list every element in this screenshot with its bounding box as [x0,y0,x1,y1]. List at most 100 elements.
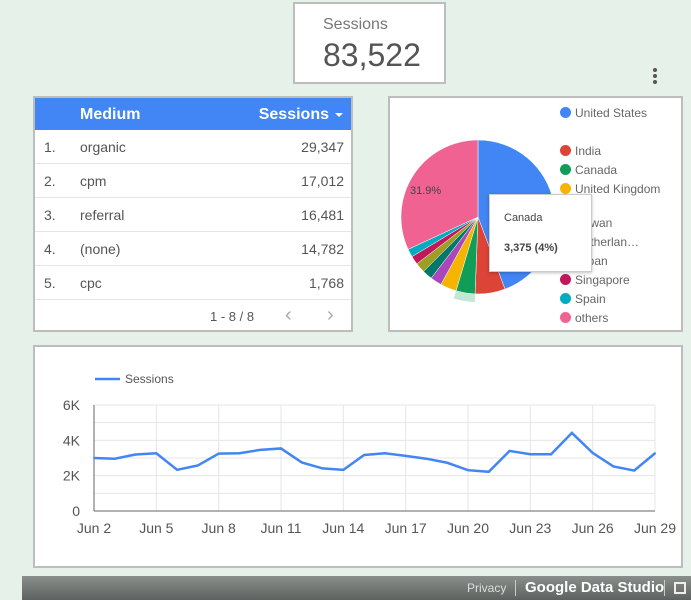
row-medium: referral [80,207,125,223]
data-point[interactable] [93,457,95,459]
row-sessions: 16,481 [301,207,344,223]
data-point[interactable] [383,452,386,455]
data-point[interactable] [654,452,656,455]
sort-desc-icon[interactable] [335,113,343,117]
tooltip-name: Canada [504,212,543,224]
row-number: 5. [44,275,56,291]
x-tick-label: Jun 29 [634,520,676,536]
data-point[interactable] [321,467,324,470]
data-point[interactable] [155,452,158,455]
more-options-icon[interactable] [650,68,660,88]
data-point[interactable] [176,468,179,471]
row-number: 3. [44,207,56,223]
row-sessions: 1,768 [308,275,344,291]
data-point[interactable] [612,465,615,468]
legend-dot-icon [560,274,571,285]
y-tick-label: 0 [72,503,80,519]
row-medium: cpm [80,173,107,189]
table-row[interactable]: 4. (none) 14,782 [35,232,351,266]
legend-item[interactable]: Singapore [560,273,665,288]
x-tick-label: Jun 17 [385,520,427,536]
data-point[interactable] [134,453,137,456]
privacy-link[interactable]: Privacy [467,581,507,595]
table-row[interactable]: 3. referral 16,481 [35,198,351,232]
row-number: 4. [44,241,56,257]
medium-table: Medium Sessions 1. organic 29,347 2. cpm 17,0… [33,96,353,332]
divider [515,580,516,596]
data-point[interactable] [446,461,449,464]
legend-item[interactable]: India [560,144,665,159]
legend-label: Sessions [125,372,174,386]
line-svg: Jun 2 Jun 5 Jun 8 Jun 11 Jun 14 Jun 17 Jun 20 J… [63,372,676,536]
pie-tooltip: Canada 3,375 (4%) [489,194,592,272]
x-tick-label: Jun 2 [77,520,111,536]
table-row[interactable]: 1. organic 29,347 [35,130,351,164]
row-sessions: 29,347 [301,139,344,155]
x-tick-label: Jun 23 [509,520,551,536]
x-tick-label: Jun 5 [139,520,173,536]
legend-dot-icon [560,164,571,175]
column-header-sessions[interactable]: Sessions [258,106,329,123]
data-point[interactable] [196,464,199,467]
pagination-label: 1 - 8 / 8 [210,309,255,324]
y-tick-label: 4K [63,432,81,448]
column-header-medium[interactable]: Medium [80,106,141,123]
legend-label: India [575,144,602,158]
legend-item[interactable]: others [560,311,665,326]
y-tick-label: 2K [63,468,81,484]
scorecard-value: 83,522 [323,37,421,73]
legend-label: United States [575,106,648,120]
brand-logo[interactable]: Google Data Studio [525,579,665,596]
data-point[interactable] [529,453,532,456]
y-tick-label: 6K [63,397,81,413]
row-number: 2. [44,173,56,189]
prev-page-icon[interactable]: ‹ [285,304,292,326]
legend-dot-icon [560,183,571,194]
legend-label: Singapore [575,273,630,287]
country-pie-chart: 31.9% United States India Canada United Kin… [388,96,683,332]
legend-item[interactable]: United Kingdom [560,182,665,197]
data-point[interactable] [487,470,490,473]
fullscreen-icon[interactable] [674,582,686,594]
scorecard-label: Sessions [323,16,388,33]
data-point[interactable] [259,448,262,451]
table-row[interactable]: 2. cpm 17,012 [35,164,351,198]
divider [664,580,665,596]
pie-slice[interactable] [400,139,479,250]
data-point[interactable] [508,449,511,452]
footer-bar: Privacy Google Data Studio [22,576,691,600]
data-point[interactable] [633,469,636,472]
legend-item[interactable]: Canada [560,163,665,178]
x-tick-label: Jun 26 [572,520,614,536]
data-point[interactable] [342,468,345,471]
row-number: 1. [44,139,56,155]
table-row[interactable]: 5. cpc 1,768 [35,266,351,300]
data-point[interactable] [467,469,469,472]
data-point[interactable] [363,453,366,456]
x-tick-label: Jun 14 [322,520,364,536]
legend-item[interactable]: Spain [560,292,665,307]
data-point[interactable] [550,453,553,456]
next-page-icon[interactable]: › [327,304,334,326]
legend-label: others [575,311,609,325]
legend-label: United Kingdom [575,182,661,196]
data-point[interactable] [570,431,573,434]
data-point[interactable] [113,457,116,460]
data-point[interactable] [217,452,220,455]
table-header: Medium Sessions [35,98,351,130]
data-point[interactable] [591,451,594,454]
legend-item[interactable]: United States [560,106,665,121]
legend-dot-icon [560,293,571,304]
legend-label: Canada [575,163,618,177]
row-sessions: 14,782 [301,241,344,257]
x-tick-label: Jun 8 [202,520,236,536]
row-sessions: 17,012 [301,173,344,189]
data-point[interactable] [404,454,407,457]
data-point[interactable] [425,457,428,460]
pie-percent-label: 31.9% [410,185,441,197]
data-point[interactable] [238,452,241,455]
legend-dot-icon [560,312,571,323]
data-point[interactable] [280,447,282,450]
data-point[interactable] [300,461,303,464]
sessions-series-line[interactable] [93,431,656,474]
